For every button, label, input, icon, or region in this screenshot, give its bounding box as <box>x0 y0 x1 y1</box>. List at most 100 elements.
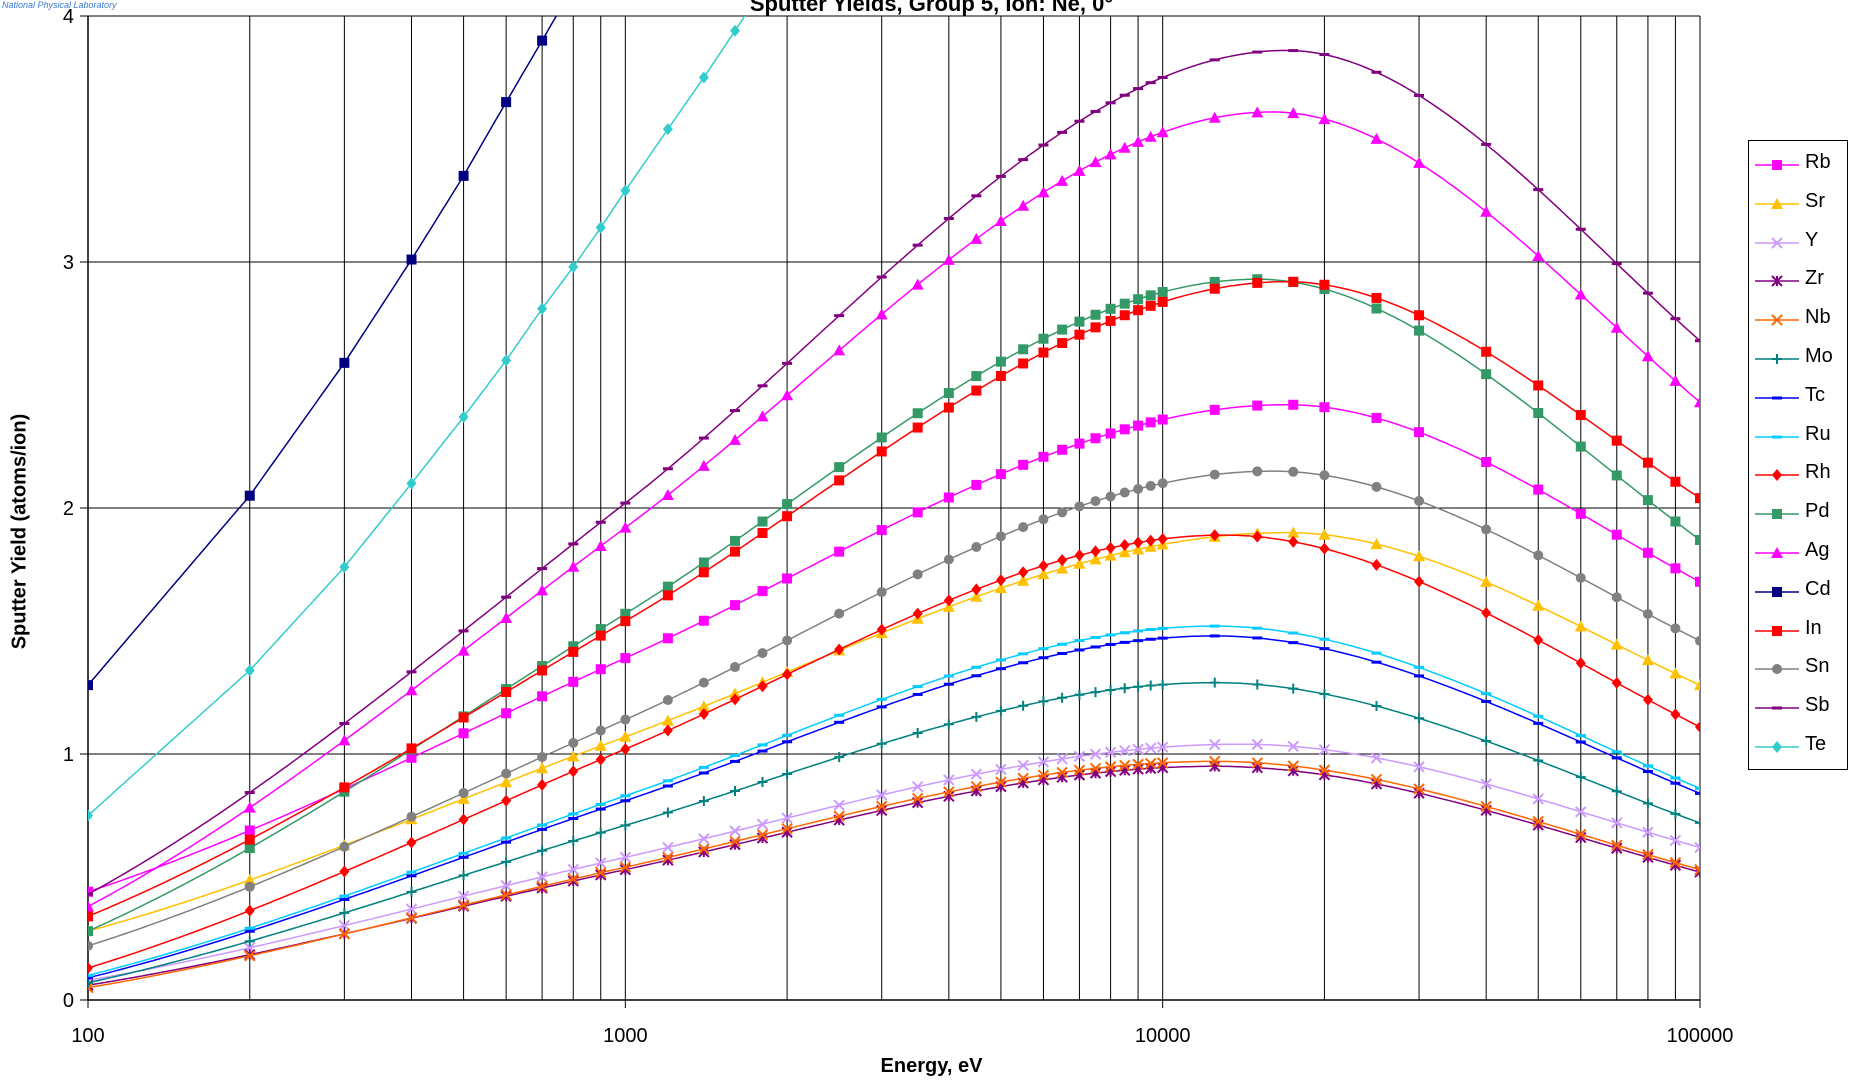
series-in-point <box>834 475 845 486</box>
series-ag-point <box>1118 141 1131 153</box>
series-in-point <box>244 834 255 845</box>
series-nb-point <box>1104 761 1117 773</box>
series-y-point <box>1318 743 1331 756</box>
series-mo-point <box>995 705 1006 716</box>
series-cd-point <box>339 357 350 368</box>
series-y-point <box>1413 761 1425 773</box>
series-sb-point <box>1119 93 1130 97</box>
series-sr-point <box>536 762 549 774</box>
series-sb-point <box>1252 50 1263 54</box>
series-pd-point <box>782 499 793 510</box>
series-rb-point <box>1611 529 1622 540</box>
series-rb-point <box>1074 438 1085 449</box>
series-mo-point <box>88 977 93 988</box>
series-tc-point <box>1575 740 1586 744</box>
series-pd-point <box>595 624 606 635</box>
series-rh-point <box>1252 530 1263 543</box>
legend-item-sr: Sr <box>1749 184 1849 222</box>
series-in-point <box>458 712 469 723</box>
series-mo-point <box>1018 700 1029 711</box>
legend-swatch <box>1755 160 1799 170</box>
series-nb-point <box>875 800 888 813</box>
series-rh-point <box>1038 559 1049 572</box>
series-sr-point <box>1073 557 1086 569</box>
series-rh-point <box>1371 558 1382 571</box>
series-te-point <box>698 71 709 84</box>
series-sb-point <box>730 409 741 413</box>
series-in-point <box>1145 300 1156 311</box>
series-y-point <box>781 812 793 824</box>
series-tc-point <box>662 784 673 788</box>
legend-item-zr: Zr <box>1749 261 1849 299</box>
series-ru-point <box>1611 750 1622 754</box>
series-sr-point <box>1370 538 1383 550</box>
series-sb-point <box>1481 142 1492 146</box>
series-y-point <box>1156 741 1169 753</box>
legend-te-point <box>1772 741 1782 753</box>
series-ag-point <box>875 308 888 320</box>
series-tc-point <box>698 771 709 775</box>
series-rh-point <box>912 607 923 620</box>
legend-ru-point <box>1772 435 1782 439</box>
series-te-point <box>730 24 741 37</box>
series-rb-point <box>620 653 631 664</box>
legend-item-rb: Rb <box>1749 145 1849 183</box>
series-ag-point <box>619 521 632 533</box>
series-rb-point <box>1119 424 1130 435</box>
series-nb-point <box>567 873 579 885</box>
series-ag-point <box>1669 374 1682 386</box>
legend-zr-point <box>1771 275 1783 288</box>
legend-cd-point <box>1772 586 1782 597</box>
series-mo-point <box>1642 798 1653 809</box>
series-in-point <box>1695 493 1700 504</box>
series-sb-point <box>537 567 548 571</box>
series-nb-point <box>457 899 470 911</box>
series-rh-point <box>1414 575 1425 588</box>
series-sr-point <box>970 590 983 602</box>
series-sn-point <box>698 677 709 688</box>
series-sr-point <box>619 730 632 742</box>
series-sn-point <box>912 569 923 580</box>
series-tc-point <box>782 740 793 744</box>
series-ru-point <box>1414 665 1425 669</box>
series-sn-point <box>1133 483 1144 494</box>
series-rb-point <box>501 708 512 719</box>
legend-label: Te <box>1805 733 1827 755</box>
series-mo-point <box>1038 696 1049 707</box>
series-y-point <box>729 825 741 837</box>
series-in-point <box>568 646 579 657</box>
series-rb-point <box>458 728 469 739</box>
series-y <box>88 738 1700 987</box>
series-tc-point <box>1533 721 1544 725</box>
series-nb-point <box>781 823 793 835</box>
series-nb-point <box>500 889 512 901</box>
series-in-point <box>595 630 606 641</box>
legend-label: Nb <box>1805 306 1831 329</box>
series-mo-point <box>1670 808 1681 819</box>
series-y-point <box>338 919 351 932</box>
series-ru-point <box>876 697 887 701</box>
series-sb-point <box>995 174 1006 178</box>
series-tc-point <box>1642 769 1653 773</box>
series-in-point <box>1018 358 1029 369</box>
series-rh-point <box>1533 634 1544 647</box>
series-sb-point <box>1642 291 1653 295</box>
legend-item-pd: Pd <box>1749 494 1849 532</box>
series-ag-point <box>338 734 351 746</box>
series-mo-point <box>1090 687 1101 698</box>
series-nb-point <box>756 828 769 841</box>
series-ag-point <box>1017 199 1030 211</box>
series-rb-point <box>1575 508 1586 519</box>
series-sr-point <box>1287 526 1300 538</box>
series-mo-point <box>782 768 793 779</box>
series-tc-point <box>88 976 93 980</box>
series-ru-point <box>1145 628 1156 632</box>
series-in-point <box>1209 283 1220 294</box>
legend-item-sn: Sn <box>1749 649 1849 687</box>
series-tc-point <box>1414 674 1425 678</box>
series-rh-point <box>698 708 709 721</box>
legend-label: Rb <box>1805 151 1831 173</box>
series-tc-point <box>912 692 923 696</box>
series-y-point <box>698 832 710 845</box>
